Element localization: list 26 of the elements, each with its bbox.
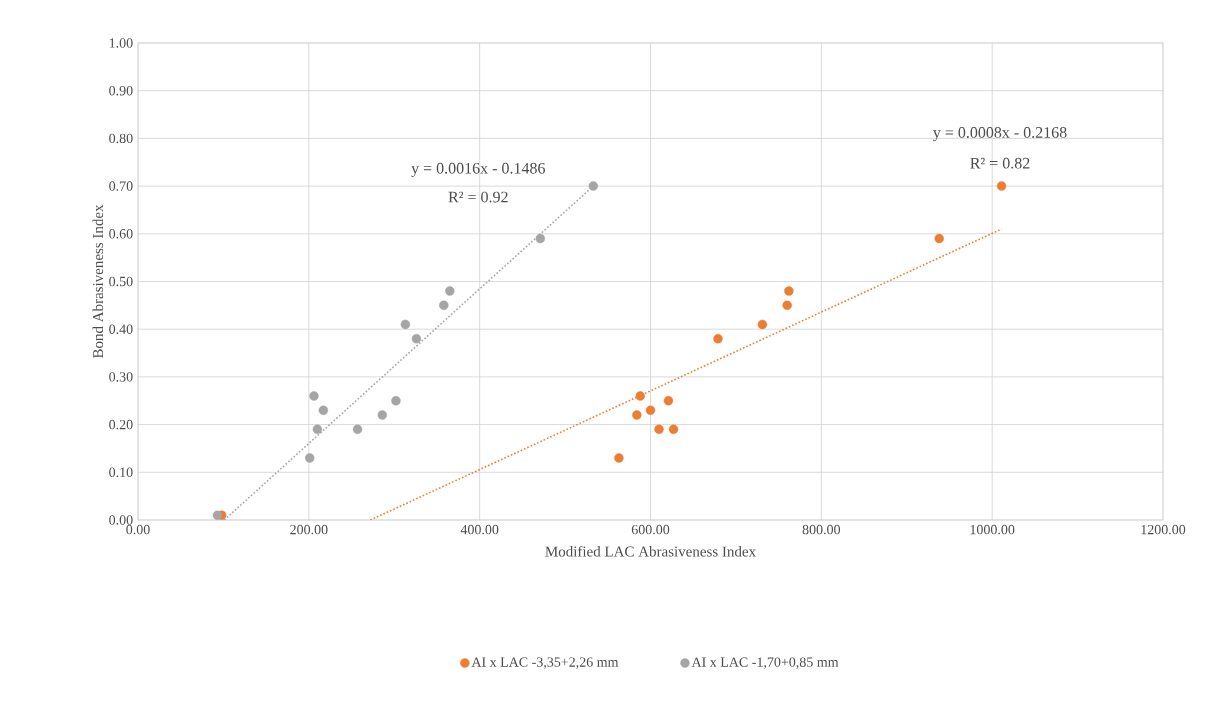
y-axis-title: Bond Abrasiveness Index <box>92 204 104 359</box>
y-tick-label: 0.50 <box>109 276 133 287</box>
y-tick-label: 0.10 <box>109 467 133 478</box>
y-tick-label: 0.60 <box>109 229 133 239</box>
x-tick-label: 400.00 <box>460 524 499 535</box>
y-tick-label: 0.90 <box>109 85 133 96</box>
x-tick-label: 1200.00 <box>1141 524 1186 535</box>
annotation: y = 0.0008x - 0.2168 <box>933 127 1067 142</box>
annotation: R² = 0.92 <box>448 191 508 203</box>
x-axis-title: Modified LAC Abrasiveness Index <box>545 545 756 557</box>
x-tick-label: 800.00 <box>802 524 841 535</box>
x-tick-label: 600.00 <box>631 524 670 535</box>
annotation: R² = 0.82 <box>970 157 1030 169</box>
y-tick-label: 0.30 <box>109 372 133 382</box>
y-tick-label: 0.70 <box>109 181 133 191</box>
x-tick-label: 200.00 <box>290 524 328 535</box>
annotation: y = 0.0016x - 0.1486 <box>411 162 545 177</box>
legend-label: AI x LAC -1,70+0,85 mm <box>691 657 839 669</box>
y-tick-label: 0.20 <box>109 419 133 430</box>
y-tick-label: 0.00 <box>109 515 133 525</box>
x-tick-label: 1000.00 <box>970 524 1015 535</box>
y-tick-label: 0.80 <box>109 133 133 144</box>
y-tick-label: 1.00 <box>109 38 133 48</box>
legend-label: AI x LAC -3,35+2,26 mm <box>471 657 619 669</box>
x-tick-label: 0.00 <box>126 524 150 535</box>
y-tick-label: 0.40 <box>109 324 133 334</box>
